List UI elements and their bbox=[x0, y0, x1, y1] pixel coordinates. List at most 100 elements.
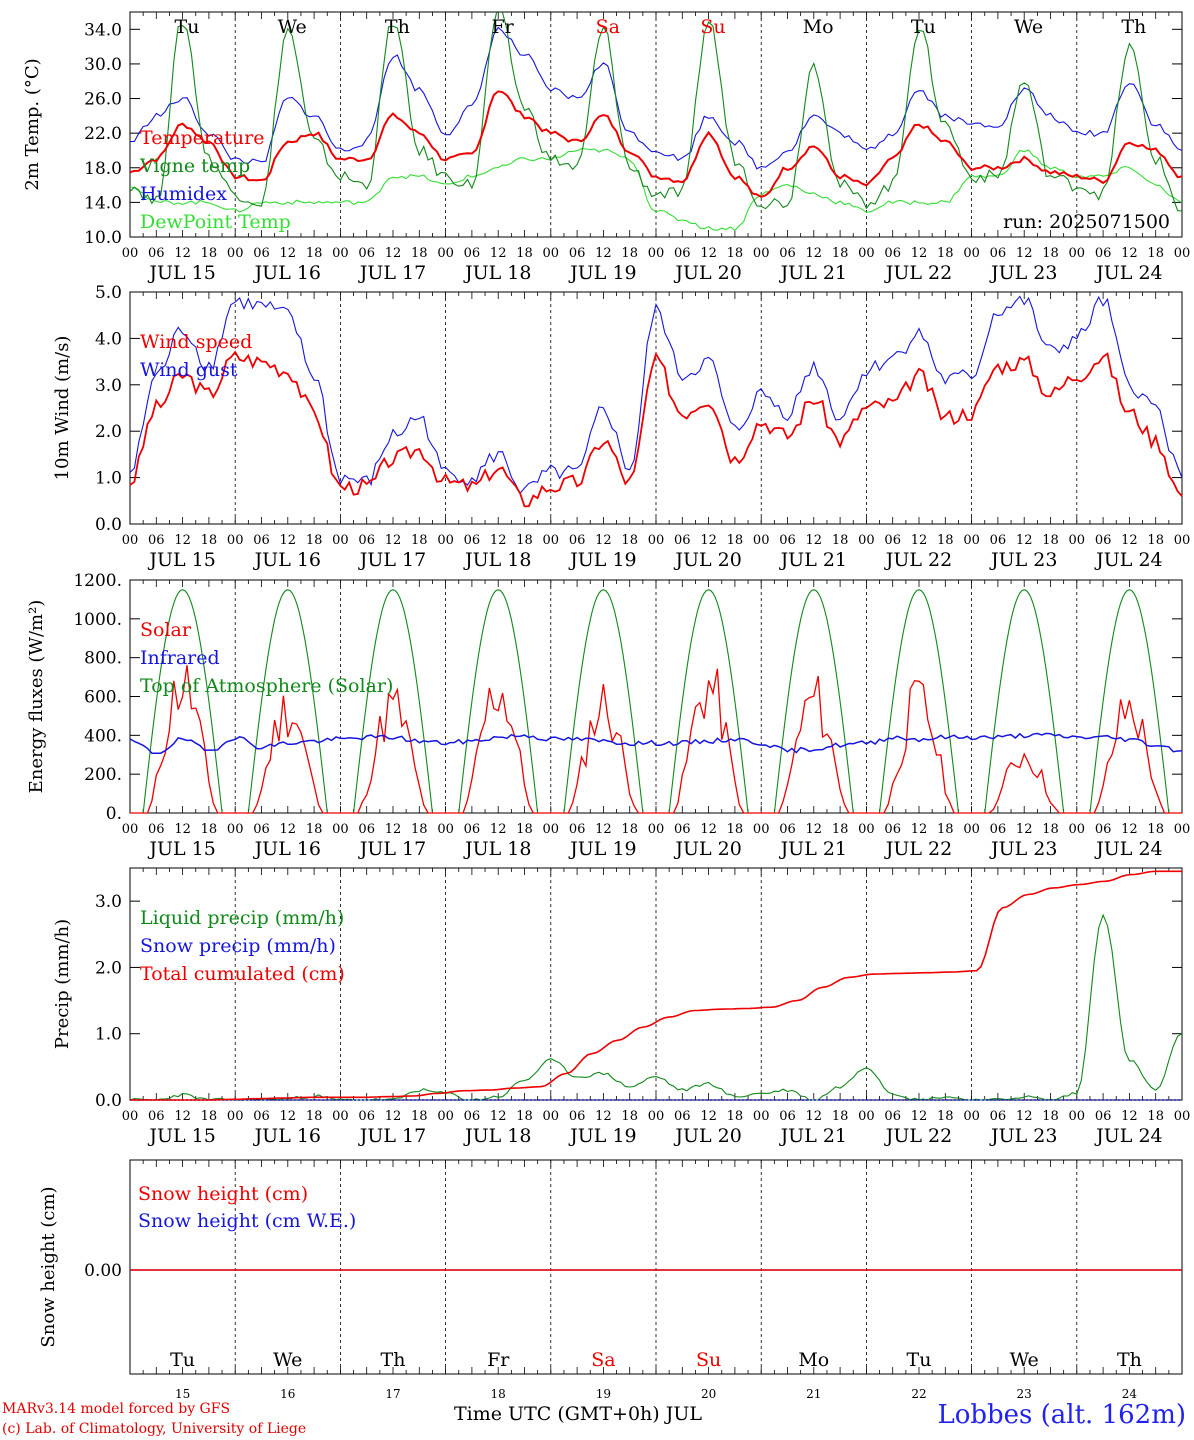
hour-tick-label: 12 bbox=[806, 533, 823, 548]
day-name: We bbox=[1014, 16, 1043, 38]
hour-tick-label: 18 bbox=[727, 822, 744, 837]
panel-temperature: 2m Temp. (°C) 10.0 14.0 18.0 22.0 26.0 30.0 34.… bbox=[22, 11, 1190, 284]
hour-tick-label: 06 bbox=[674, 1109, 691, 1124]
panel-wind: 10m Wind (m/s) 0.0 1.0 2.0 3.0 4.0 5.0 Wind spe… bbox=[52, 283, 1190, 571]
hour-tick-label: 06 bbox=[464, 1109, 481, 1124]
hour-tick-label: 00 bbox=[753, 246, 770, 261]
series-wind-gust bbox=[129, 295, 1183, 495]
hour-tick-label: 06 bbox=[779, 1109, 796, 1124]
hour-tick-label: 12 bbox=[700, 1109, 717, 1124]
date-label: JUL 24 bbox=[1094, 549, 1162, 571]
hour-tick-label: 18 bbox=[411, 1109, 428, 1124]
day-number: 15 bbox=[175, 1387, 190, 1401]
y-tick-label: 0. bbox=[106, 804, 122, 824]
hour-tick-label: 12 bbox=[280, 822, 297, 837]
hour-tick-label: 00 bbox=[543, 822, 560, 837]
date-label: JUL 21 bbox=[779, 549, 847, 571]
day-name: Tu bbox=[175, 16, 200, 38]
date-label: JUL 20 bbox=[673, 262, 741, 284]
date-label: JUL 18 bbox=[463, 1125, 531, 1147]
hour-tick-label: 00 bbox=[1174, 822, 1191, 837]
lab-credit: (c) Lab. of Climatology, University of L… bbox=[2, 1421, 307, 1437]
hour-tick-label: 06 bbox=[358, 822, 375, 837]
hour-tick-label: 18 bbox=[832, 822, 849, 837]
date-label: JUL 22 bbox=[884, 549, 952, 571]
legend-solar: Solar bbox=[140, 619, 192, 641]
hour-tick-label: 00 bbox=[227, 246, 244, 261]
hour-tick-label: 18 bbox=[621, 246, 638, 261]
hour-tick-label: 06 bbox=[358, 1109, 375, 1124]
day-name: Tu bbox=[907, 1349, 932, 1371]
date-label: JUL 21 bbox=[779, 1125, 847, 1147]
hour-tick-label: 06 bbox=[990, 533, 1007, 548]
y-tick-label: 18.0 bbox=[84, 159, 122, 179]
y-tick-label: 600. bbox=[84, 688, 122, 708]
panel-energy: Energy fluxes (W/m²) 0. 200. 400. 600. 800. 10… bbox=[26, 571, 1190, 860]
date-label: JUL 21 bbox=[779, 838, 847, 860]
hour-tick-label: 18 bbox=[201, 1109, 218, 1124]
hour-tick-label: 12 bbox=[174, 822, 191, 837]
hour-tick-label: 00 bbox=[963, 822, 980, 837]
hour-tick-label: 00 bbox=[437, 533, 454, 548]
date-label: JUL 17 bbox=[358, 262, 426, 284]
hour-tick-label: 00 bbox=[332, 246, 349, 261]
hour-tick-label: 18 bbox=[201, 246, 218, 261]
date-label: JUL 19 bbox=[568, 262, 636, 284]
hour-tick-label: 00 bbox=[858, 822, 875, 837]
hour-tick-label: 00 bbox=[543, 246, 560, 261]
hour-tick-label: 18 bbox=[411, 533, 428, 548]
hour-tick-label: 12 bbox=[806, 822, 823, 837]
hour-tick-label: 00 bbox=[437, 246, 454, 261]
wind-ylabel: 10m Wind (m/s) bbox=[52, 336, 73, 481]
hour-tick-label: 18 bbox=[1042, 822, 1059, 837]
legend-snow-height-cm-: Snow height (cm) bbox=[138, 1183, 308, 1205]
hour-tick-label: 18 bbox=[306, 822, 323, 837]
y-tick-label: 0.0 bbox=[95, 515, 122, 535]
hour-tick-label: 06 bbox=[148, 246, 165, 261]
hour-tick-label: 00 bbox=[1174, 533, 1191, 548]
y-tick-label: 26.0 bbox=[84, 90, 122, 110]
hour-tick-label: 18 bbox=[937, 246, 954, 261]
y-tick-label: 30.0 bbox=[84, 55, 122, 75]
hour-tick-label: 00 bbox=[753, 822, 770, 837]
hour-tick-label: 12 bbox=[490, 1109, 507, 1124]
date-label: JUL 19 bbox=[568, 838, 636, 860]
day-name: Th bbox=[381, 1349, 406, 1371]
hour-tick-label: 06 bbox=[990, 1109, 1007, 1124]
day-name: Sa bbox=[591, 1349, 615, 1371]
hour-tick-label: 06 bbox=[1095, 822, 1112, 837]
hour-tick-label: 00 bbox=[122, 533, 139, 548]
date-label: JUL 18 bbox=[463, 838, 531, 860]
hour-tick-label: 12 bbox=[1121, 246, 1138, 261]
hour-tick-label: 18 bbox=[937, 1109, 954, 1124]
hour-tick-label: 18 bbox=[516, 1109, 533, 1124]
series-humidex bbox=[130, 26, 1182, 170]
series-dewpoint-temp bbox=[130, 148, 1182, 232]
date-label: JUL 18 bbox=[463, 549, 531, 571]
hour-tick-label: 06 bbox=[464, 822, 481, 837]
hour-tick-label: 18 bbox=[1147, 1109, 1164, 1124]
date-label: JUL 17 bbox=[358, 549, 426, 571]
hour-tick-label: 12 bbox=[385, 246, 402, 261]
day-name: Su bbox=[700, 16, 725, 38]
y-tick-label: 4.0 bbox=[95, 329, 122, 349]
hour-tick-label: 00 bbox=[543, 1109, 560, 1124]
panel-precip: Precip (mm/h) 0.0 1.0 2.0 3.0 Liquid precip (… bbox=[52, 867, 1190, 1147]
hour-tick-label: 18 bbox=[1042, 1109, 1059, 1124]
y-tick-label: 10.0 bbox=[84, 228, 122, 248]
hour-tick-label: 00 bbox=[332, 822, 349, 837]
hour-tick-label: 12 bbox=[700, 246, 717, 261]
hour-tick-label: 00 bbox=[437, 822, 454, 837]
date-label: JUL 24 bbox=[1094, 1125, 1162, 1147]
hour-tick-label: 06 bbox=[253, 1109, 270, 1124]
y-tick-label: 1200. bbox=[73, 571, 122, 591]
hour-tick-label: 00 bbox=[963, 533, 980, 548]
date-label: JUL 20 bbox=[673, 549, 741, 571]
y-tick-label: 1000. bbox=[73, 610, 122, 630]
hour-tick-label: 12 bbox=[174, 246, 191, 261]
hour-tick-label: 06 bbox=[779, 533, 796, 548]
hour-tick-label: 00 bbox=[122, 822, 139, 837]
legend-wind-gust: Wind gust bbox=[140, 359, 238, 381]
hour-tick-label: 18 bbox=[621, 1109, 638, 1124]
date-label: JUL 20 bbox=[673, 1125, 741, 1147]
